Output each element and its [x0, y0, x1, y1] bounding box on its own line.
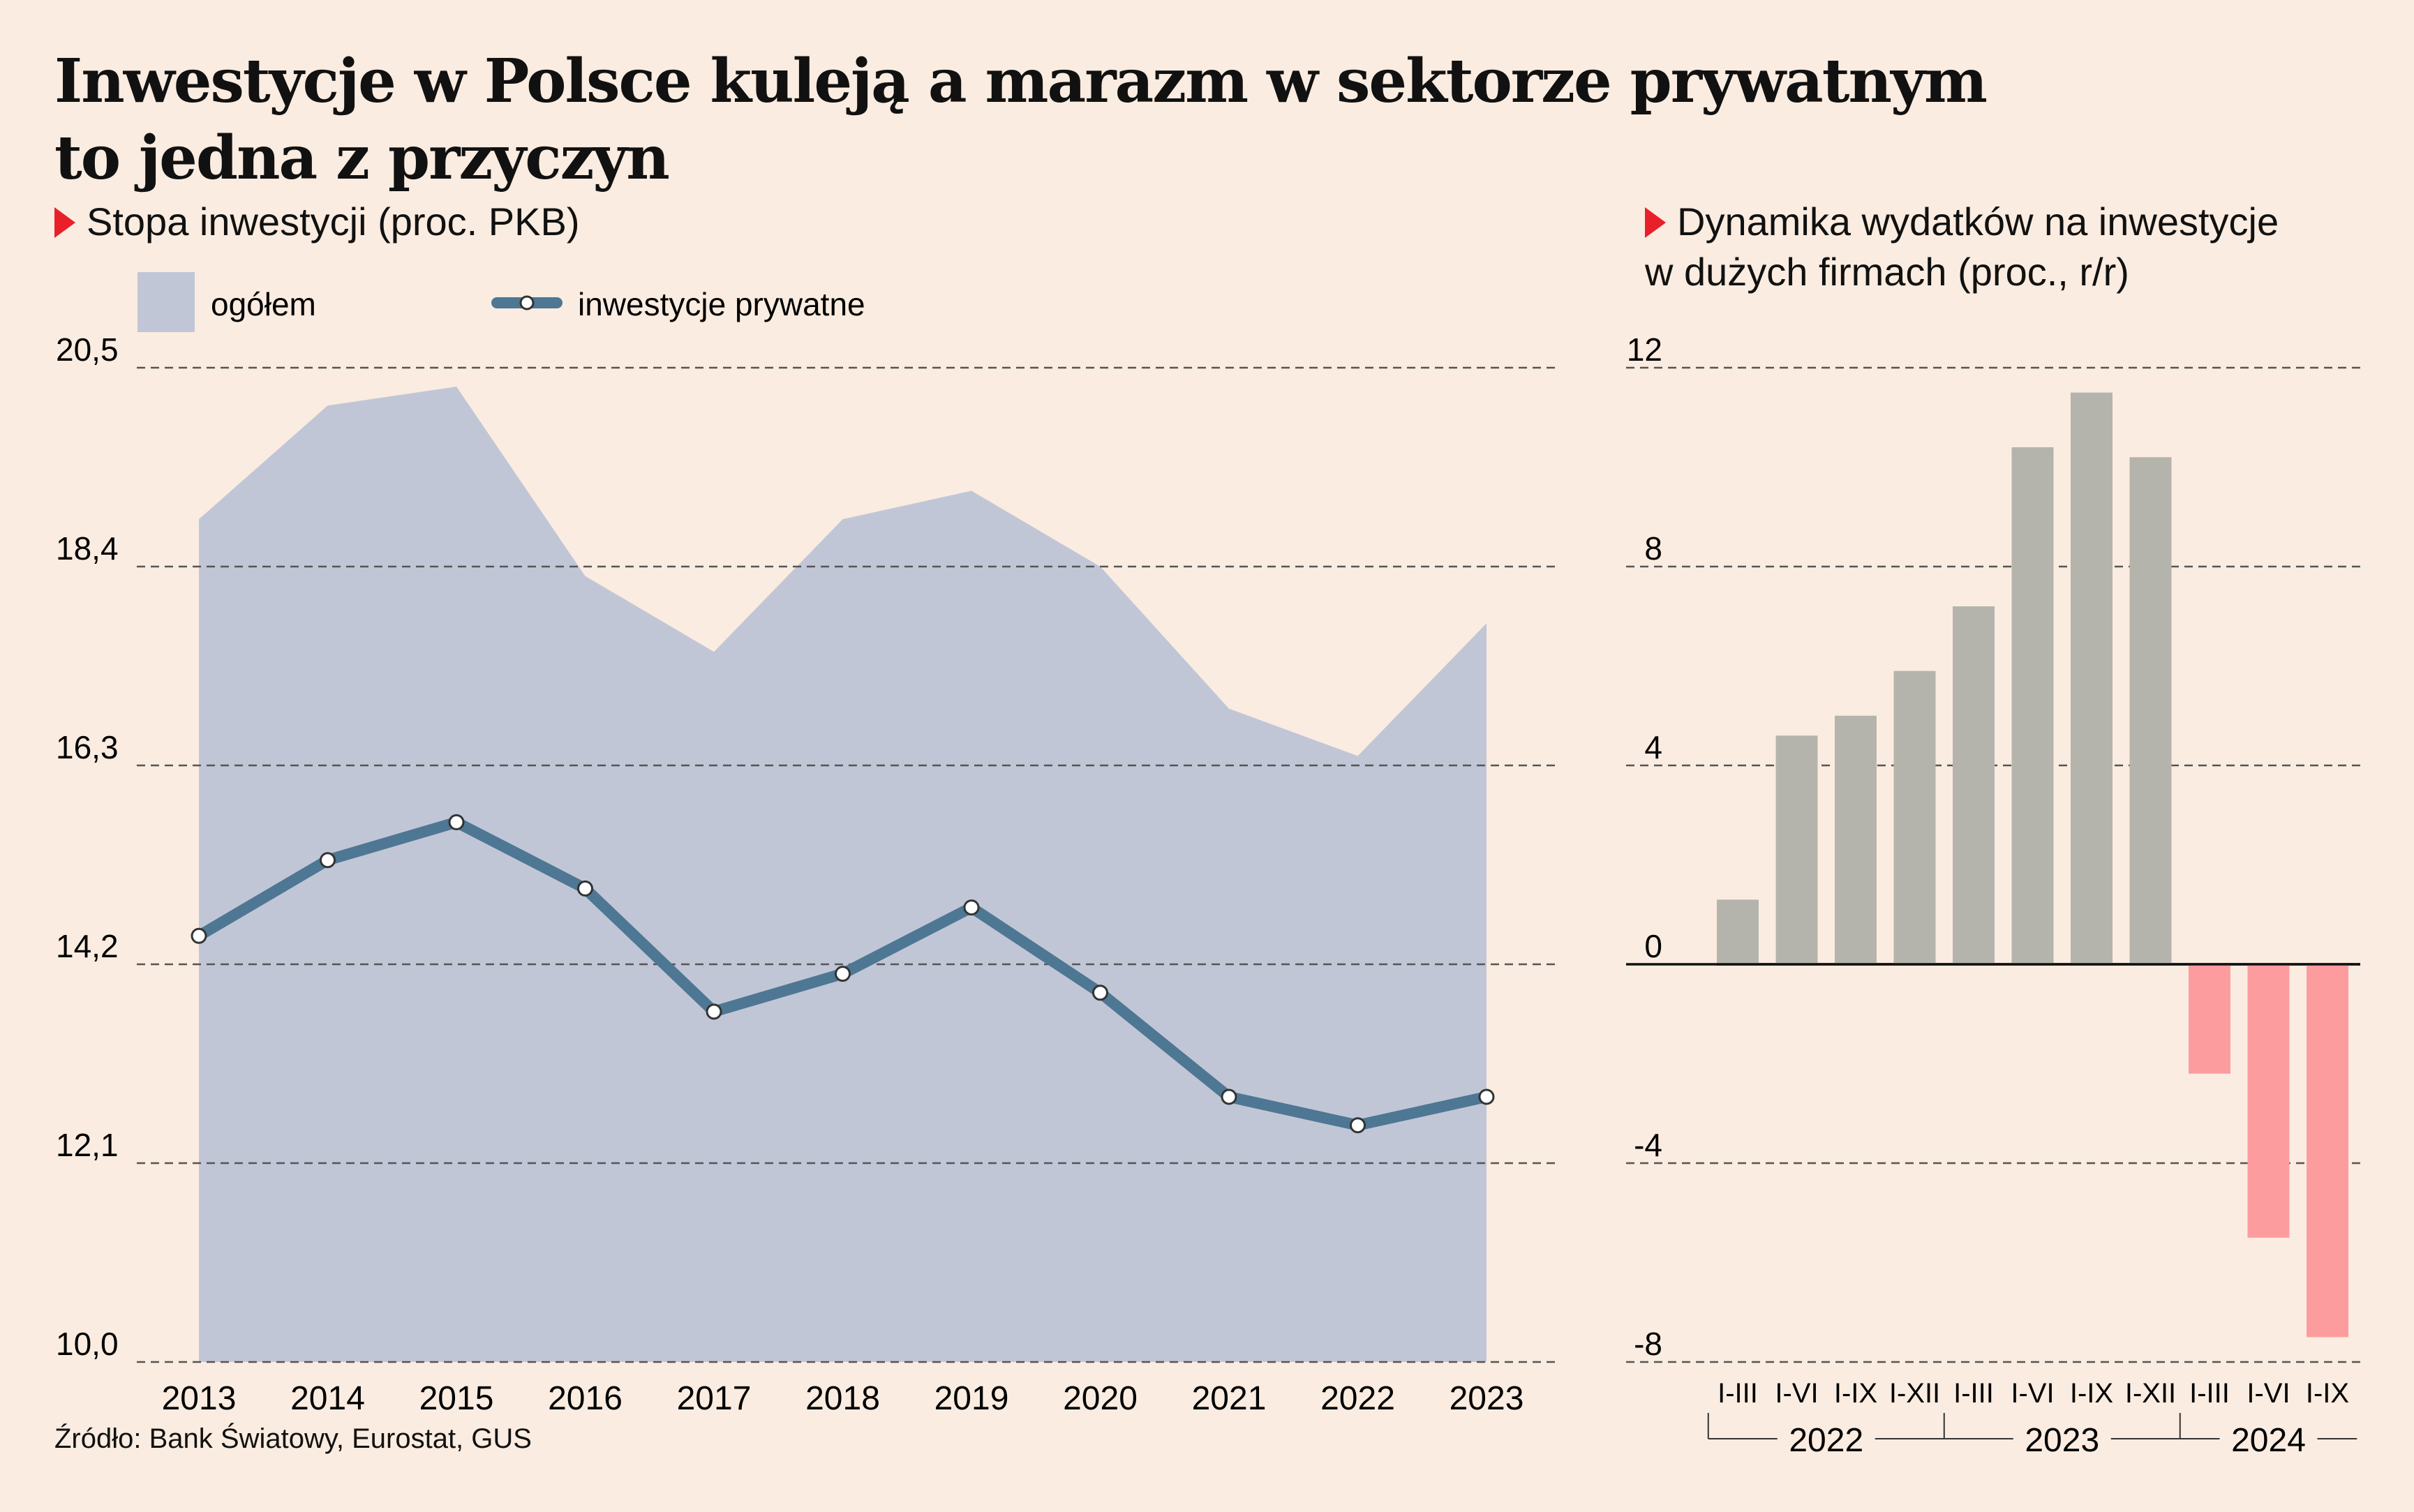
bar [2071, 392, 2113, 964]
right-subtitle-line-2: w dużych firmach (proc., r/r) [1645, 250, 2129, 294]
red-triangle-icon [54, 207, 75, 238]
page-title: Inwestycje w Polsce kuleją a marazm w se… [54, 43, 2288, 197]
x-tick-label: 2017 [677, 1380, 752, 1417]
area-series-ogolem [199, 387, 1487, 1362]
year-label-backdrop [2219, 1418, 2318, 1460]
bar [1775, 735, 1818, 964]
x-tick-label: 2018 [805, 1380, 880, 1417]
line-point [1221, 1088, 1237, 1105]
y-tick-label: 12,1 [56, 1127, 119, 1163]
bar [2307, 964, 2348, 1338]
bar [2189, 964, 2230, 1074]
left-subtitle-text: Stopa inwestycji (proc. PKB) [87, 200, 580, 244]
bar [2247, 964, 2290, 1238]
line-point [1350, 1117, 1366, 1134]
bar [2129, 457, 2172, 964]
x-tick-label: 2016 [548, 1380, 623, 1417]
y-tick-label: 20,5 [56, 331, 119, 368]
line-point [1092, 985, 1108, 1001]
y-tick-label: 12 [1627, 331, 1662, 368]
x-tick-label: I-IX [1834, 1378, 1877, 1409]
legend-swatch-marker [519, 295, 535, 310]
y-tick-label: 18,4 [56, 530, 119, 567]
y-tick-label: -8 [1634, 1326, 1662, 1362]
bar [1893, 671, 1936, 964]
year-label-backdrop [1777, 1418, 1875, 1460]
y-tick-label: 4 [1644, 729, 1662, 765]
bars-layer [1717, 392, 2360, 1338]
x-tick-label: I-VI [1775, 1378, 1818, 1409]
x-tick-label: 2014 [290, 1380, 365, 1417]
bar [2011, 447, 2054, 964]
year-group-label: 2022 [1789, 1422, 1863, 1459]
bar [1953, 606, 1995, 964]
x-tick-label: I-IX [2306, 1378, 2349, 1409]
x-tick-label: I-III [1718, 1378, 1758, 1409]
right-chart-subtitle: Dynamika wydatków na inwestycje w dużych… [1645, 197, 2279, 297]
x-tick-label: 2021 [1192, 1380, 1267, 1417]
right-subtitle-line-1: Dynamika wydatków na inwestycje [1677, 200, 2279, 244]
x-tick-label: 2023 [1450, 1380, 1524, 1417]
area-layer [199, 387, 1487, 1362]
red-triangle-icon [1645, 207, 1666, 238]
y-tick-label: -4 [1634, 1127, 1662, 1163]
x-tick-label: I-XII [2125, 1378, 2176, 1409]
x-tick-label: 2019 [934, 1380, 1009, 1417]
bar [1835, 715, 1877, 964]
y-tick-label: 16,3 [56, 729, 119, 765]
y-tick-label: 8 [1644, 530, 1662, 567]
line-point [577, 880, 593, 897]
y-tick-label: 10,0 [56, 1326, 119, 1362]
legend-swatch-area [137, 272, 195, 332]
y-axis-labels: 20,5 18,4 16,3 14,2 12,1 10,0 [56, 331, 119, 1362]
x-tick-label: 2022 [1320, 1380, 1395, 1417]
x-tick-label: I-VI [2247, 1378, 2290, 1409]
title-line-1: Inwestycje w Polsce kuleją a marazm w se… [54, 46, 1988, 117]
x-tick-label: I-III [2189, 1378, 2230, 1409]
x-tick-label: I-XII [1889, 1378, 1940, 1409]
year-group-label: 2023 [2025, 1422, 2099, 1459]
bar [1717, 899, 1759, 964]
year-group-labels: 2022 2023 2024 [1707, 1413, 2357, 1460]
y-tick-label: 14,2 [56, 928, 119, 964]
x-tick-label: I-IX [2070, 1378, 2113, 1409]
legend-label-area: ogółem [211, 286, 316, 322]
x-tick-label: I-VI [2011, 1378, 2054, 1409]
line-point [320, 852, 336, 869]
x-tick-label: 2020 [1063, 1380, 1138, 1417]
x-axis-labels: 2013 2014 2015 2016 2017 2018 2019 2020 2021 2022… [162, 1380, 1524, 1417]
line-point [191, 927, 207, 944]
line-point [1478, 1088, 1495, 1105]
legend-label-line: inwestycje prywatne [578, 286, 865, 322]
x-tick-label: I-III [1953, 1378, 1994, 1409]
x-tick-label: 2013 [162, 1380, 237, 1417]
year-label-backdrop [2013, 1418, 2111, 1460]
year-group-label: 2024 [2231, 1422, 2306, 1459]
line-point [835, 966, 851, 982]
line-layer [191, 814, 1495, 1134]
y-axis-labels: 12 8 4 0 -4 -8 [1627, 331, 1662, 1362]
x-tick-label: 2015 [419, 1380, 494, 1417]
investment-rate-chart: ogółem inwestycje prywatne 20,5 18,4 16,3 1… [56, 272, 1555, 1417]
left-chart-subtitle: Stopa inwestycji (proc. PKB) [54, 197, 579, 247]
line-point [448, 814, 465, 830]
source-note: Źródło: Bank Światowy, Eurostat, GUS [54, 1423, 532, 1454]
title-line-2: to jedna z przyczyn [54, 123, 670, 193]
y-tick-label: 0 [1644, 928, 1662, 964]
line-point [706, 1003, 722, 1020]
line-point [963, 899, 980, 916]
x-axis-labels: I-III I-VI I-IX I-XII I-III I-VI I-IX I-XII I-II… [1718, 1378, 2349, 1409]
legend: ogółem inwestycje prywatne [137, 272, 865, 332]
